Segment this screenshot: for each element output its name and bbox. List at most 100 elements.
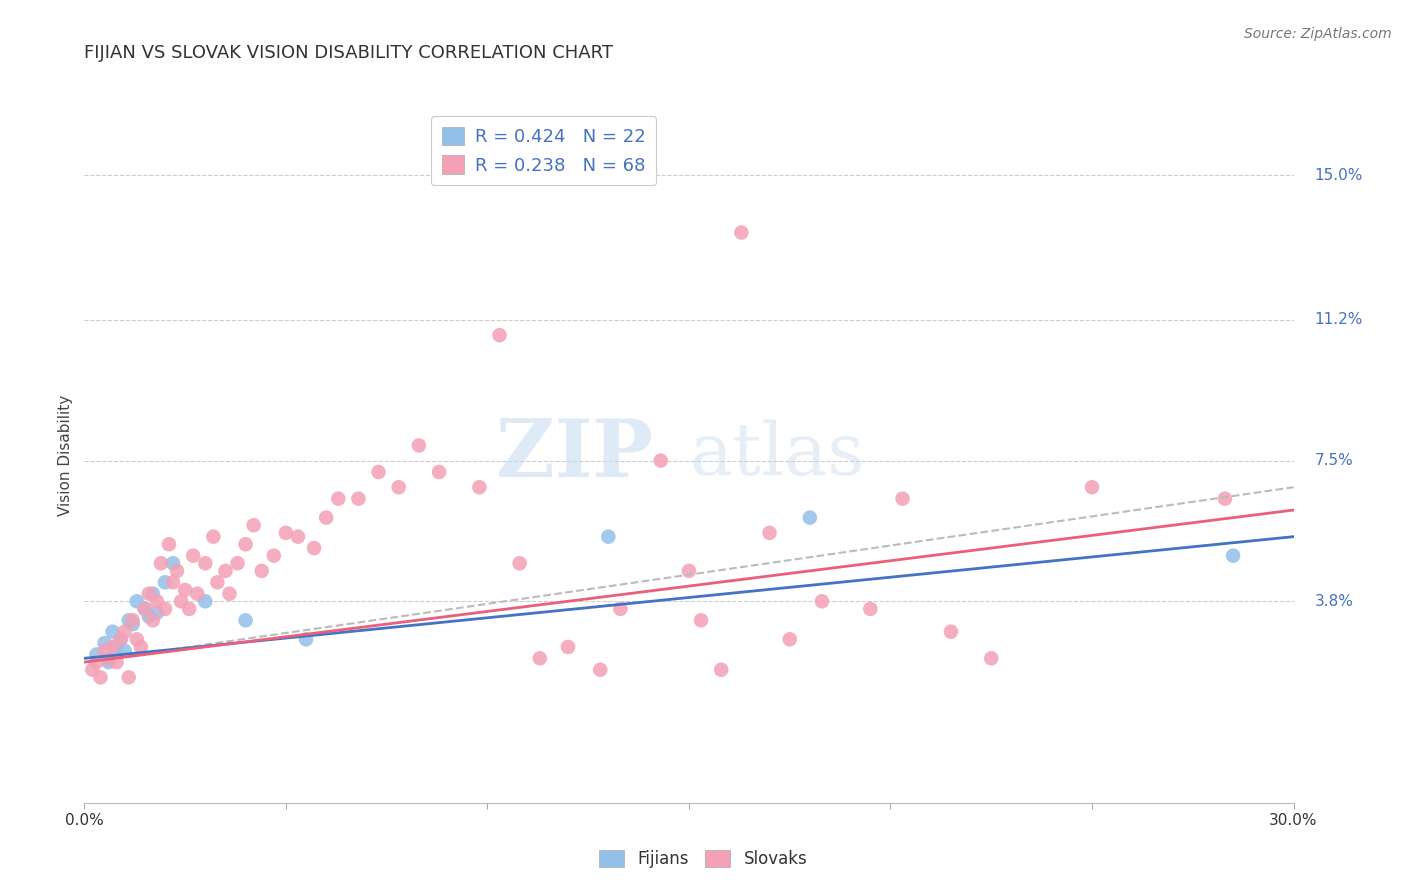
Point bbox=[529, 651, 551, 665]
Point bbox=[153, 575, 176, 590]
Point bbox=[93, 636, 115, 650]
Point bbox=[598, 530, 620, 544]
Point bbox=[125, 594, 148, 608]
Point bbox=[295, 632, 318, 647]
Point bbox=[138, 587, 160, 601]
Legend: R = 0.424   N = 22, R = 0.238   N = 68: R = 0.424 N = 22, R = 0.238 N = 68 bbox=[432, 116, 657, 186]
Point bbox=[97, 651, 120, 665]
Point bbox=[730, 226, 752, 240]
Point bbox=[110, 632, 132, 647]
Point bbox=[142, 613, 165, 627]
Point bbox=[181, 549, 204, 563]
Point bbox=[105, 655, 128, 669]
Point bbox=[207, 575, 229, 590]
Point bbox=[157, 537, 180, 551]
Point bbox=[146, 594, 169, 608]
Point bbox=[859, 602, 882, 616]
Point bbox=[758, 525, 780, 540]
Point bbox=[129, 640, 152, 654]
Point bbox=[226, 556, 249, 570]
Point bbox=[162, 575, 184, 590]
Point bbox=[811, 594, 834, 608]
Point bbox=[125, 632, 148, 647]
Point bbox=[153, 602, 176, 616]
Point bbox=[218, 587, 240, 601]
Legend: Fijians, Slovaks: Fijians, Slovaks bbox=[592, 843, 814, 875]
Point bbox=[121, 617, 143, 632]
Point bbox=[678, 564, 700, 578]
Text: 3.8%: 3.8% bbox=[1315, 594, 1354, 609]
Point bbox=[214, 564, 236, 578]
Point bbox=[142, 587, 165, 601]
Text: 11.2%: 11.2% bbox=[1315, 312, 1362, 327]
Point bbox=[134, 602, 156, 616]
Text: 7.5%: 7.5% bbox=[1315, 453, 1354, 468]
Point bbox=[114, 624, 136, 639]
Point bbox=[557, 640, 579, 654]
Point bbox=[690, 613, 713, 627]
Point bbox=[427, 465, 450, 479]
Point bbox=[97, 655, 120, 669]
Point bbox=[939, 624, 962, 639]
Point bbox=[468, 480, 491, 494]
Point bbox=[235, 613, 257, 627]
Point bbox=[488, 328, 510, 343]
Point bbox=[170, 594, 193, 608]
Point bbox=[509, 556, 531, 570]
Point bbox=[105, 640, 128, 654]
Point bbox=[302, 541, 325, 555]
Text: atlas: atlas bbox=[689, 419, 865, 491]
Point bbox=[134, 602, 156, 616]
Point bbox=[86, 655, 108, 669]
Point bbox=[82, 663, 104, 677]
Point bbox=[1222, 549, 1244, 563]
Point bbox=[121, 613, 143, 627]
Point bbox=[110, 632, 132, 647]
Point bbox=[388, 480, 411, 494]
Point bbox=[235, 537, 257, 551]
Point bbox=[315, 510, 337, 524]
Point bbox=[86, 648, 108, 662]
Point bbox=[186, 587, 208, 601]
Point bbox=[980, 651, 1002, 665]
Point bbox=[101, 624, 124, 639]
Point bbox=[250, 564, 273, 578]
Point bbox=[101, 640, 124, 654]
Point bbox=[162, 556, 184, 570]
Point bbox=[166, 564, 188, 578]
Point bbox=[779, 632, 801, 647]
Point bbox=[93, 644, 115, 658]
Point bbox=[347, 491, 370, 506]
Text: FIJIAN VS SLOVAK VISION DISABILITY CORRELATION CHART: FIJIAN VS SLOVAK VISION DISABILITY CORRE… bbox=[84, 45, 613, 62]
Point bbox=[114, 644, 136, 658]
Point bbox=[149, 556, 172, 570]
Point bbox=[174, 582, 197, 597]
Point bbox=[194, 556, 217, 570]
Point bbox=[710, 663, 733, 677]
Text: 15.0%: 15.0% bbox=[1315, 168, 1362, 183]
Point bbox=[799, 510, 821, 524]
Y-axis label: Vision Disability: Vision Disability bbox=[58, 394, 73, 516]
Point bbox=[138, 609, 160, 624]
Point bbox=[367, 465, 389, 479]
Point bbox=[194, 594, 217, 608]
Point bbox=[609, 602, 631, 616]
Point bbox=[274, 525, 297, 540]
Point bbox=[1213, 491, 1236, 506]
Point bbox=[589, 663, 612, 677]
Point bbox=[118, 670, 141, 684]
Point bbox=[179, 602, 201, 616]
Point bbox=[146, 606, 169, 620]
Point bbox=[650, 453, 672, 467]
Point bbox=[118, 613, 141, 627]
Point bbox=[89, 670, 111, 684]
Point bbox=[891, 491, 914, 506]
Point bbox=[328, 491, 350, 506]
Point bbox=[242, 518, 264, 533]
Point bbox=[1081, 480, 1104, 494]
Text: ZIP: ZIP bbox=[496, 416, 652, 494]
Point bbox=[408, 438, 430, 452]
Point bbox=[202, 530, 225, 544]
Point bbox=[263, 549, 285, 563]
Text: Source: ZipAtlas.com: Source: ZipAtlas.com bbox=[1244, 27, 1392, 41]
